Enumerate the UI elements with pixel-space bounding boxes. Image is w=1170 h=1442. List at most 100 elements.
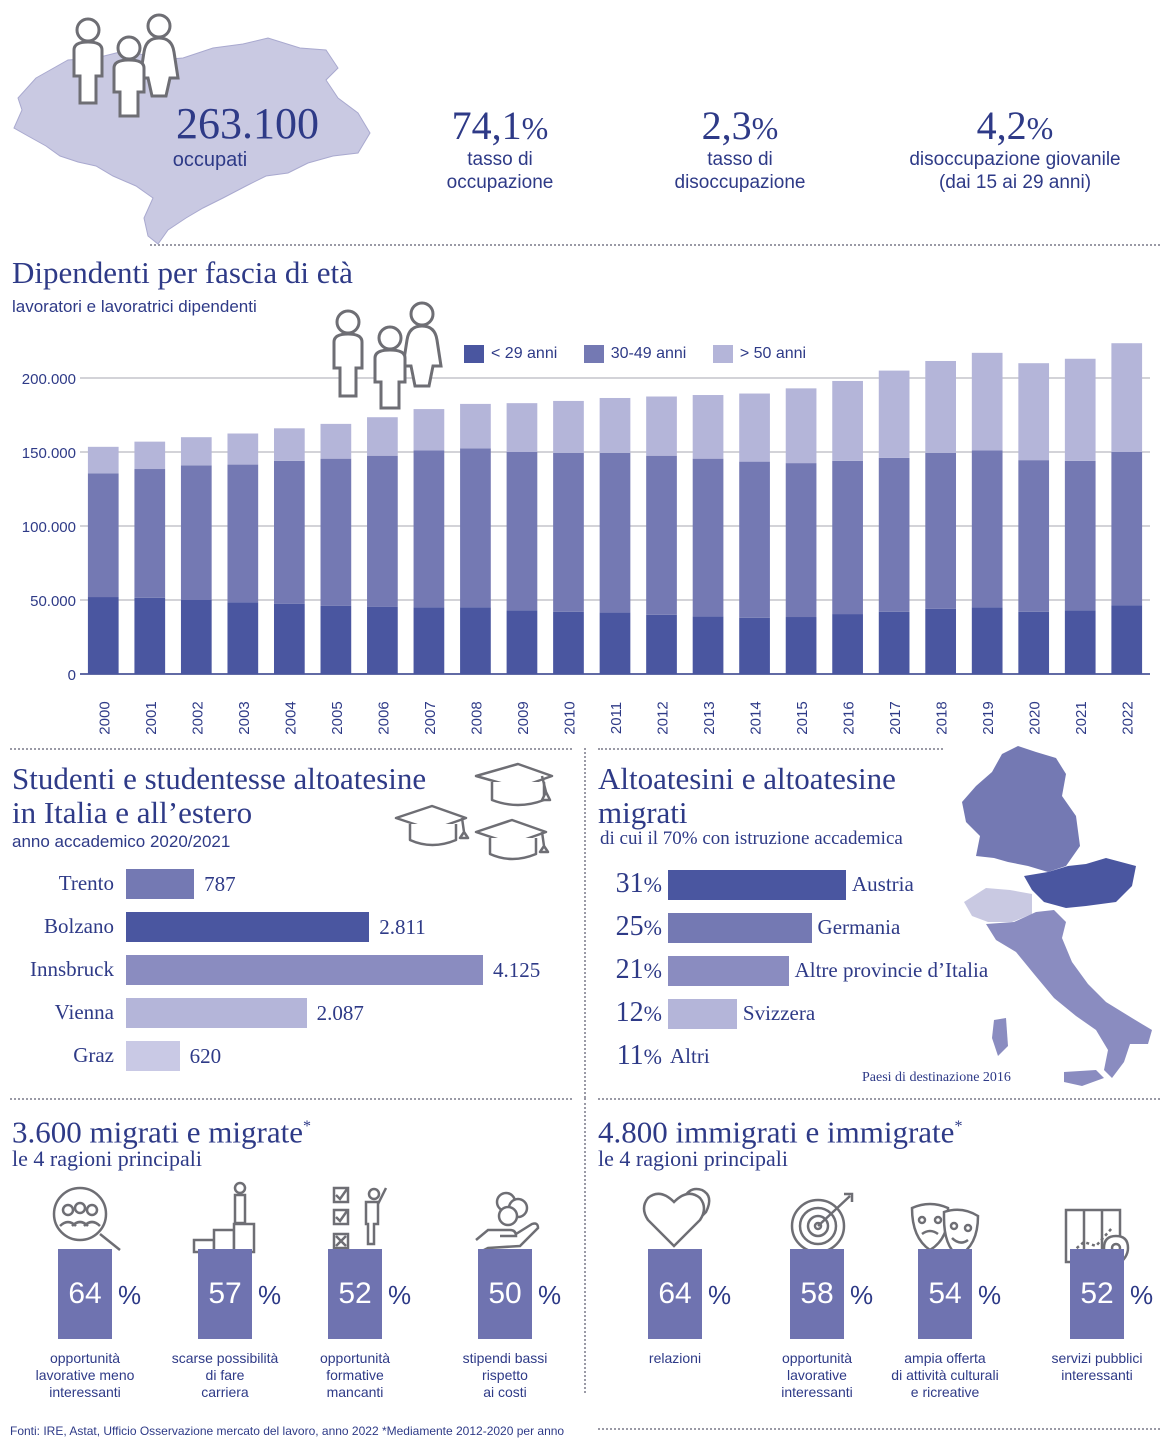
kpi-giovanile-unit: % <box>1026 110 1054 146</box>
reason-value: 52 <box>328 1249 382 1339</box>
chart-legend: < 29 anni 30-49 anni > 50 anni <box>464 345 828 368</box>
kpi-occupati-value: 263.100 <box>176 99 319 148</box>
x-tick-label: 2005 <box>329 701 346 734</box>
kpi-disoccupazione-unit: % <box>751 110 779 146</box>
dest-bar <box>668 999 737 1029</box>
reason-value: 52 <box>1070 1249 1124 1339</box>
y-tick-label: 100.000 <box>22 519 76 536</box>
dest-percent: 31% <box>615 868 662 899</box>
bar-2004-series-2 <box>273 428 305 461</box>
x-tick-label: 2011 <box>608 702 625 734</box>
bar-2021-series-0 <box>1064 610 1096 674</box>
bar-2020-series-2 <box>1018 363 1050 461</box>
graduation-cap-icon <box>394 762 554 861</box>
reason-value: 64 <box>648 1249 702 1339</box>
dipendenti-subtitle: lavoratori e lavoratrici dipendenti <box>12 297 257 316</box>
reason-unit: % <box>538 1280 562 1310</box>
bar-2022-series-1 <box>1111 452 1143 606</box>
bar-2008-series-1 <box>460 448 491 608</box>
checklist-person-icon <box>332 1186 388 1250</box>
bar-2015-series-0 <box>785 617 817 674</box>
bar-2014-series-0 <box>739 617 770 674</box>
studenti-bar <box>126 955 483 985</box>
hand-coins-icon <box>475 1191 540 1254</box>
bar-2012-series-1 <box>646 455 677 615</box>
south-tyrol-map <box>13 37 371 245</box>
x-tick-label: 2012 <box>655 701 672 734</box>
bar-2018-series-0 <box>925 608 957 674</box>
kpi-occupati-label: occupati <box>172 149 248 171</box>
divider-vertical-1 <box>584 748 586 1098</box>
bar-2011-series-2 <box>599 397 631 453</box>
people-icon-chart <box>332 301 443 410</box>
reason-caption: servizi pubblici interessanti <box>1051 1350 1143 1383</box>
x-tick-label: 2006 <box>375 701 392 734</box>
reason-caption: stipendi bassi rispetto ai costi <box>462 1350 548 1400</box>
bar-2002-series-1 <box>180 465 212 600</box>
y-tick-label: 150.000 <box>22 445 76 462</box>
reason-caption: ampia offerta di attività culturali e ri… <box>891 1350 999 1400</box>
studenti-title-1: Studenti e studentesse altoatesine <box>12 761 427 796</box>
studenti-bar <box>126 869 195 899</box>
people-search-icon <box>52 1186 121 1251</box>
bar-2010-series-0 <box>553 611 584 674</box>
studenti-bar <box>126 1041 180 1071</box>
x-tick-label: 2013 <box>701 701 718 734</box>
bar-2013-series-2 <box>692 395 724 459</box>
bar-2006-series-0 <box>367 606 398 674</box>
dest-percent: 25% <box>615 911 662 942</box>
divider-low-right <box>598 1098 1160 1100</box>
reason-unit: % <box>388 1280 412 1310</box>
reason-caption: opportunità lavorative meno interessanti <box>35 1350 135 1400</box>
studenti-label: Trento <box>58 871 114 895</box>
reason-value: 54 <box>918 1249 972 1339</box>
bar-2012-series-2 <box>646 396 677 456</box>
divider-top <box>150 244 1160 246</box>
divider-vertical-2 <box>584 1098 586 1393</box>
reason-value: 64 <box>58 1249 112 1339</box>
bar-2000-series-0 <box>87 597 119 674</box>
y-tick-label: 50.000 <box>30 593 76 610</box>
bar-2022-series-2 <box>1111 343 1143 452</box>
bar-2013-series-0 <box>692 616 724 674</box>
dest-label: Germania <box>817 915 901 939</box>
bar-2020-series-0 <box>1018 611 1050 674</box>
bar-2000-series-2 <box>87 446 119 474</box>
divider-low-left <box>10 1098 572 1100</box>
x-tick-label: 2014 <box>748 701 765 734</box>
reason-unit: % <box>978 1280 1002 1310</box>
dest-label: Svizzera <box>742 1001 816 1025</box>
bar-2019-series-2 <box>971 352 1003 451</box>
bar-2000-series-1 <box>87 473 119 598</box>
bar-2009-series-0 <box>506 610 538 674</box>
dest-bar <box>668 956 789 986</box>
x-tick-label: 2001 <box>143 701 160 734</box>
x-tick-label: 2009 <box>515 701 532 734</box>
reason-unit: % <box>850 1280 874 1310</box>
migrati-title-1: Altoatesini e altoatesine <box>598 761 896 796</box>
bar-2015-series-2 <box>785 388 817 464</box>
europe-map <box>962 746 1152 1086</box>
bar-2009-series-2 <box>506 403 538 452</box>
bar-2021-series-1 <box>1064 460 1096 611</box>
bar-2002-series-2 <box>180 437 212 466</box>
dest-percent: 21% <box>615 954 662 985</box>
studenti-label: Bolzano <box>44 914 114 938</box>
bar-2003-series-0 <box>227 602 259 674</box>
migrati-title-2: migrati <box>598 795 688 830</box>
map-caption: Paesi di destinazione 2016 <box>862 1070 1011 1085</box>
theater-masks-icon <box>910 1202 980 1258</box>
dest-bar <box>668 870 846 900</box>
kpi-occupazione-value: 74,1 <box>451 103 522 148</box>
bar-2005-series-1 <box>320 458 352 606</box>
studenti-value: 787 <box>204 872 236 896</box>
bar-2016-series-0 <box>832 614 863 674</box>
kpi-disoccupazione-value: 2,3 <box>701 103 752 148</box>
reason-unit: % <box>708 1280 732 1310</box>
bar-2007-series-0 <box>413 607 445 674</box>
bar-2014-series-2 <box>739 393 770 462</box>
bar-2004-series-0 <box>273 603 305 674</box>
immigrati-subtitle: le 4 ragioni principali <box>598 1146 788 1171</box>
reason-unit: % <box>1130 1280 1154 1310</box>
reason-value: 57 <box>198 1249 252 1339</box>
